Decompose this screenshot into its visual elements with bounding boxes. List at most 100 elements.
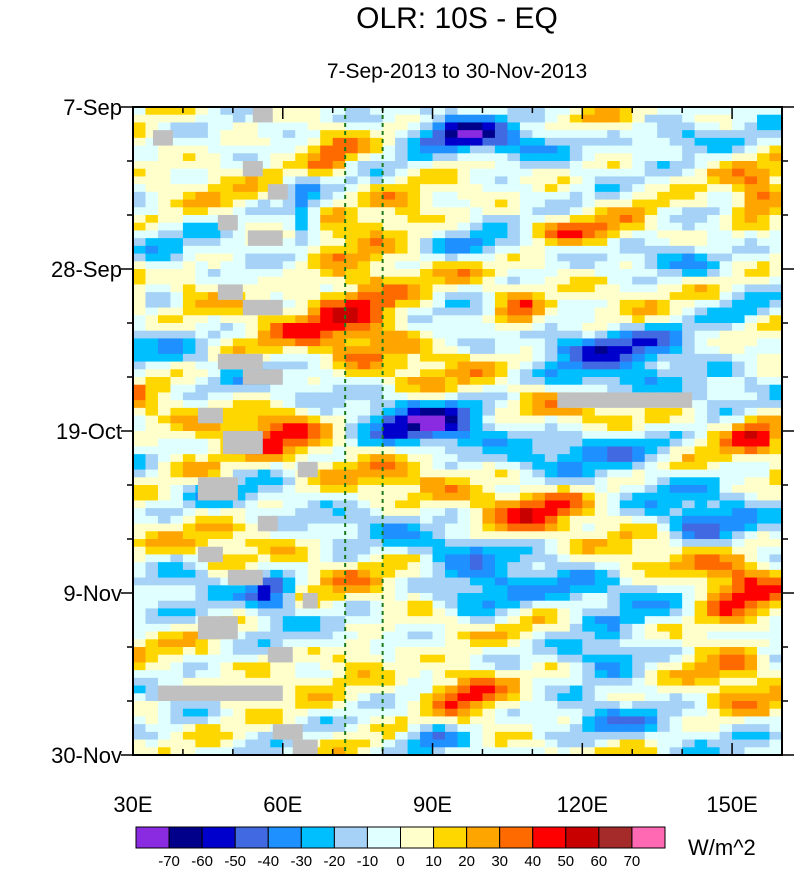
heatmap-cell bbox=[407, 284, 421, 293]
heatmap-cell bbox=[257, 330, 271, 340]
heatmap-cell bbox=[320, 523, 334, 532]
heatmap-cell bbox=[270, 569, 284, 579]
heatmap-cell bbox=[245, 554, 259, 563]
heatmap-cell bbox=[657, 161, 671, 170]
heatmap-cell bbox=[332, 531, 346, 540]
heatmap-cell bbox=[582, 492, 596, 502]
heatmap-cell bbox=[307, 708, 321, 718]
heatmap-cell bbox=[395, 446, 409, 455]
heatmap-cell bbox=[332, 562, 346, 571]
heatmap-cell bbox=[544, 739, 558, 748]
heatmap-cell bbox=[207, 701, 221, 710]
heatmap-cell bbox=[544, 245, 558, 255]
heatmap-cell bbox=[257, 477, 271, 486]
heatmap-cell bbox=[507, 261, 521, 270]
heatmap-cell bbox=[594, 531, 608, 540]
heatmap-cell bbox=[345, 446, 359, 455]
heatmap-cell bbox=[445, 515, 459, 525]
heatmap-cell bbox=[607, 230, 621, 239]
heatmap-cell bbox=[482, 623, 496, 633]
heatmap-cell bbox=[145, 508, 159, 517]
heatmap-cell bbox=[669, 500, 683, 509]
heatmap-cell bbox=[669, 739, 683, 748]
heatmap-cell bbox=[382, 145, 396, 154]
heatmap-cell bbox=[332, 600, 346, 610]
heatmap-cell bbox=[482, 461, 496, 471]
heatmap-cell bbox=[632, 431, 646, 440]
heatmap-cell bbox=[644, 153, 658, 162]
heatmap-cell bbox=[420, 215, 434, 224]
heatmap-cell bbox=[357, 323, 371, 332]
heatmap-cell bbox=[607, 708, 621, 718]
heatmap-cell bbox=[482, 222, 496, 232]
heatmap-cell bbox=[544, 469, 558, 478]
heatmap-cell bbox=[732, 353, 746, 363]
heatmap-cell bbox=[757, 747, 771, 755]
heatmap-cell bbox=[494, 623, 509, 633]
heatmap-cell bbox=[594, 330, 608, 340]
heatmap-cell bbox=[682, 554, 696, 563]
heatmap-cell bbox=[407, 446, 421, 455]
heatmap-cell bbox=[420, 176, 434, 185]
heatmap-cell bbox=[707, 369, 721, 378]
heatmap-cell bbox=[594, 438, 608, 448]
heatmap-cell bbox=[170, 245, 184, 255]
heatmap-cell bbox=[482, 176, 496, 185]
heatmap-cell bbox=[732, 130, 746, 139]
heatmap-cell bbox=[357, 276, 371, 286]
heatmap-cell bbox=[719, 415, 733, 424]
heatmap-cell bbox=[445, 431, 459, 440]
heatmap-cell bbox=[494, 454, 509, 463]
heatmap-cell bbox=[357, 469, 371, 478]
heatmap-cell bbox=[744, 400, 758, 409]
heatmap-cell bbox=[519, 107, 533, 116]
heatmap-cell bbox=[270, 623, 284, 633]
heatmap-cell bbox=[220, 315, 234, 324]
heatmap-cell bbox=[732, 531, 746, 540]
heatmap-cell bbox=[420, 114, 434, 124]
heatmap-cell bbox=[207, 593, 221, 602]
heatmap-cell bbox=[270, 639, 284, 648]
heatmap-cell bbox=[607, 284, 621, 293]
heatmap-cell bbox=[207, 670, 221, 679]
heatmap-cell bbox=[607, 361, 621, 370]
heatmap-cell bbox=[220, 130, 234, 139]
heatmap-cell bbox=[769, 508, 782, 517]
heatmap-cell bbox=[694, 531, 708, 540]
heatmap-cell bbox=[607, 207, 621, 216]
heatmap-cell bbox=[582, 485, 596, 494]
heatmap-cell bbox=[270, 176, 284, 185]
heatmap-cell bbox=[382, 176, 396, 185]
heatmap-cell bbox=[657, 184, 671, 193]
heatmap-cell bbox=[682, 492, 696, 502]
heatmap-cell bbox=[494, 631, 509, 640]
heatmap-cell bbox=[507, 168, 521, 178]
heatmap-cell bbox=[682, 438, 696, 448]
heatmap-cell bbox=[282, 616, 296, 625]
heatmap-cell bbox=[619, 731, 633, 741]
heatmap-cell bbox=[282, 130, 296, 139]
heatmap-cell bbox=[482, 261, 496, 270]
heatmap-cell bbox=[707, 616, 721, 625]
heatmap-cell bbox=[694, 238, 708, 247]
heatmap-cell bbox=[507, 284, 521, 293]
heatmap-cell bbox=[507, 654, 521, 664]
heatmap-cell bbox=[682, 222, 696, 232]
heatmap-cell bbox=[133, 122, 147, 131]
heatmap-cell bbox=[607, 577, 621, 586]
heatmap-cell bbox=[332, 168, 346, 178]
heatmap-cell bbox=[370, 731, 384, 741]
heatmap-cell bbox=[270, 199, 284, 208]
heatmap-cell bbox=[707, 569, 721, 579]
heatmap-cell bbox=[557, 739, 571, 748]
heatmap-cell bbox=[757, 569, 771, 579]
heatmap-cell bbox=[320, 299, 334, 309]
heatmap-cell bbox=[544, 222, 558, 232]
heatmap-cell bbox=[245, 415, 259, 424]
heatmap-cell bbox=[295, 600, 309, 610]
heatmap-cell bbox=[157, 469, 172, 478]
heatmap-cell bbox=[757, 739, 771, 748]
heatmap-cell bbox=[769, 122, 782, 131]
heatmap-cell bbox=[694, 492, 708, 502]
heatmap-cell bbox=[133, 716, 147, 725]
